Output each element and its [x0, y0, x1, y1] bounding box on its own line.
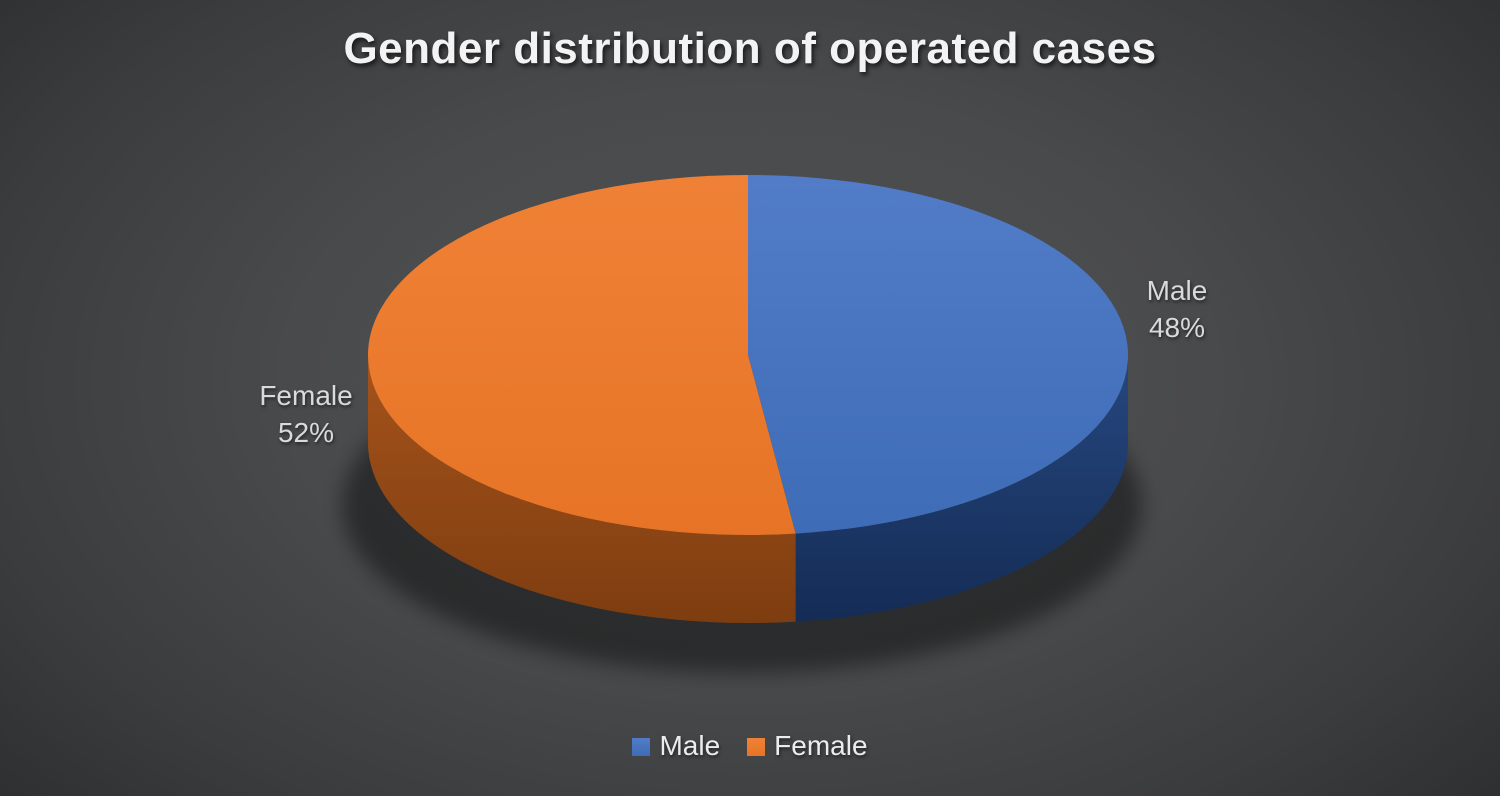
pie-slice-male[interactable]: [748, 175, 1128, 534]
legend-swatch-female: [747, 738, 766, 756]
legend-item-male[interactable]: Male: [632, 730, 720, 762]
chart-title: Gender distribution of operated cases: [343, 24, 1157, 73]
data-label-female-percent: 52%: [277, 417, 335, 448]
pie-slice-female[interactable]: [367, 175, 796, 536]
pie-slice-male-side[interactable]: [795, 355, 1128, 622]
legend-label-male: Male: [659, 730, 721, 761]
legend-item-female[interactable]: Female: [747, 730, 868, 762]
legend-swatch-male: [632, 738, 651, 756]
pie-slice-female-side[interactable]: [368, 355, 796, 623]
legend-label-female: Female: [774, 730, 868, 761]
legend: Male Female: [0, 730, 1500, 762]
data-label-male-percent: 48%: [1148, 312, 1206, 343]
data-label-male-name: Male: [1146, 275, 1208, 306]
data-label-female: Female 52%: [231, 377, 381, 451]
data-label-male: Male 48%: [1102, 272, 1252, 346]
data-label-female-name: Female: [259, 380, 353, 411]
